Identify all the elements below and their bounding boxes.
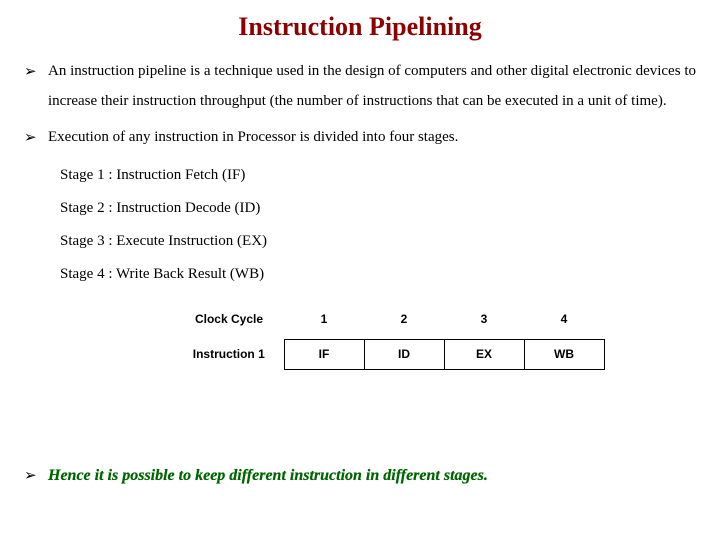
pipeline-cell: IF bbox=[284, 339, 364, 369]
bullet-glyph: ➢ bbox=[24, 56, 48, 116]
stage-list: Stage 1 : Instruction Fetch (IF) Stage 2… bbox=[60, 159, 696, 291]
cycle-header: 4 bbox=[524, 309, 604, 339]
stage-item: Stage 1 : Instruction Fetch (IF) bbox=[60, 159, 696, 192]
bullet-text: Execution of any instruction in Processo… bbox=[48, 122, 696, 153]
pipeline-cell: ID bbox=[364, 339, 444, 369]
bullet-glyph: ➢ bbox=[24, 460, 48, 492]
pipeline-table: Clock Cycle 1 2 3 4 Instruction 1 IF ID … bbox=[174, 309, 696, 370]
bullet-item: ➢ Execution of any instruction in Proces… bbox=[24, 122, 696, 153]
stage-item: Stage 4 : Write Back Result (WB) bbox=[60, 258, 696, 291]
stage-item: Stage 2 : Instruction Decode (ID) bbox=[60, 192, 696, 225]
cycle-header: 3 bbox=[444, 309, 524, 339]
pipeline-cell: EX bbox=[444, 339, 524, 369]
bullet-item: ➢ Hence it is possible to keep different… bbox=[24, 460, 696, 492]
final-statement: Hence it is possible to keep different i… bbox=[48, 460, 696, 492]
page-title: Instruction Pipelining bbox=[24, 12, 696, 42]
bullet-text: An instruction pipeline is a technique u… bbox=[48, 56, 696, 116]
pipeline-cell: WB bbox=[524, 339, 604, 369]
bullet-glyph: ➢ bbox=[24, 122, 48, 153]
bullet-item: ➢ An instruction pipeline is a technique… bbox=[24, 56, 696, 116]
cycle-header: 1 bbox=[284, 309, 364, 339]
clock-cycle-label: Clock Cycle bbox=[174, 309, 284, 339]
stage-item: Stage 3 : Execute Instruction (EX) bbox=[60, 225, 696, 258]
instruction-label: Instruction 1 bbox=[174, 339, 284, 369]
table-header-row: Clock Cycle 1 2 3 4 bbox=[174, 309, 604, 339]
cycle-header: 2 bbox=[364, 309, 444, 339]
table-row: Instruction 1 IF ID EX WB bbox=[174, 339, 604, 369]
